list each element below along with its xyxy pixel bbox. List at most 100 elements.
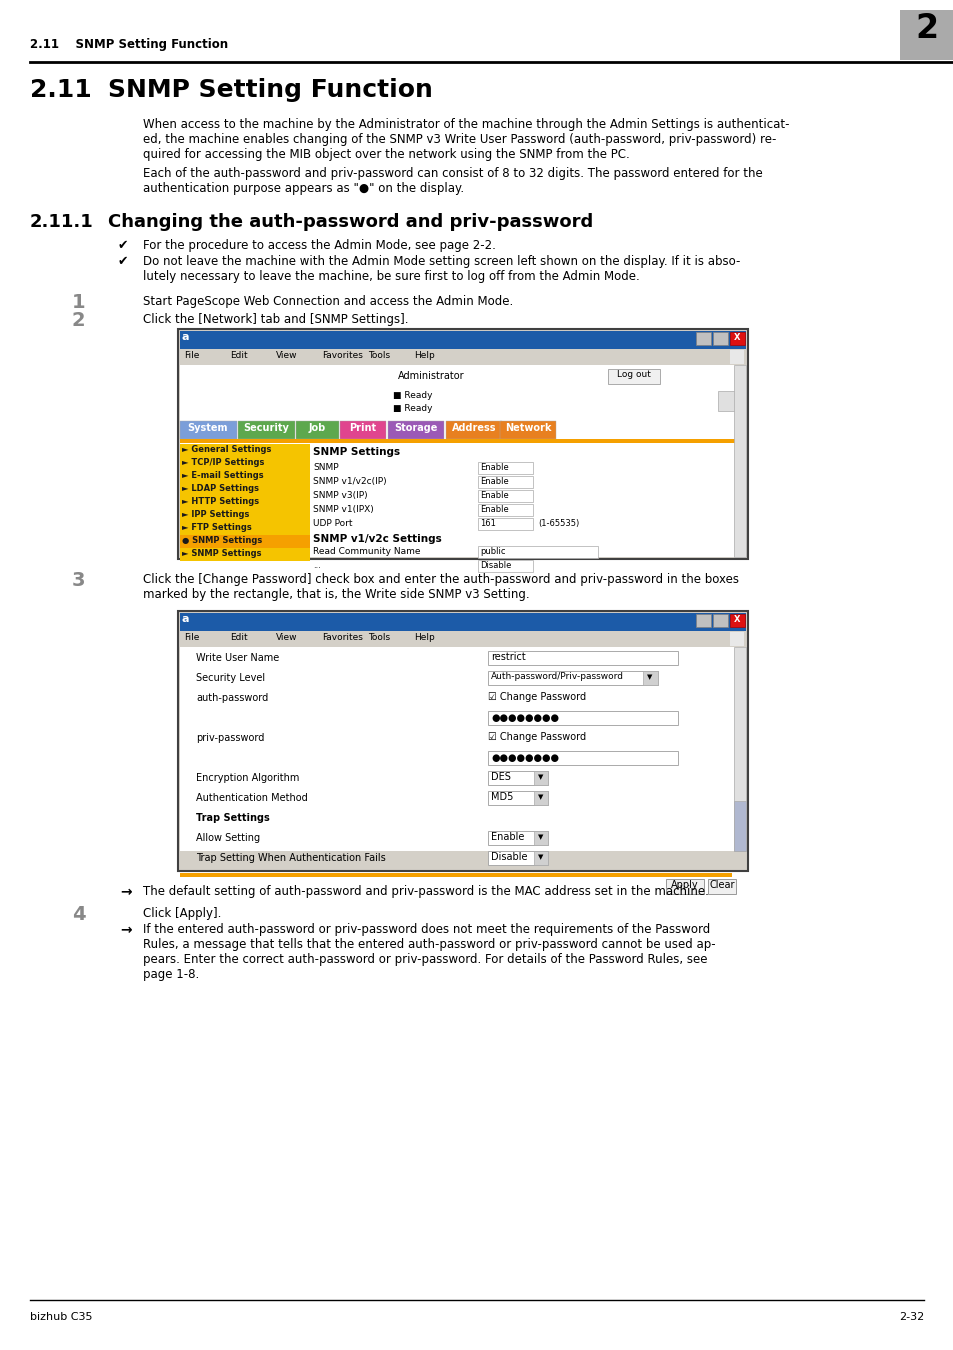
- Text: lutely necessary to leave the machine, be sure first to log off from the Admin M: lutely necessary to leave the machine, b…: [143, 270, 639, 284]
- Text: 1: 1: [71, 293, 86, 312]
- Text: (1-65535): (1-65535): [537, 518, 578, 528]
- Bar: [180, 470, 310, 483]
- Bar: [707, 879, 735, 894]
- Text: ☑ Change Password: ☑ Change Password: [488, 732, 585, 742]
- Bar: [180, 364, 745, 558]
- Bar: [180, 632, 745, 647]
- Text: SNMP v1(IPX): SNMP v1(IPX): [313, 505, 374, 514]
- Bar: [534, 832, 547, 845]
- Bar: [477, 504, 533, 516]
- Text: ▼: ▼: [537, 794, 543, 801]
- Text: 3: 3: [71, 571, 86, 590]
- Text: Disable: Disable: [491, 852, 527, 863]
- Bar: [729, 632, 743, 647]
- Text: pears. Enter the correct auth-password or priv-password. For details of the Pass: pears. Enter the correct auth-password o…: [143, 953, 707, 967]
- Text: Enable: Enable: [479, 491, 508, 500]
- Text: Edit: Edit: [230, 633, 248, 643]
- Text: Security Level: Security Level: [195, 674, 265, 683]
- Bar: [729, 614, 744, 626]
- Text: Tools: Tools: [368, 351, 390, 360]
- Text: View: View: [275, 633, 297, 643]
- Text: ▼: ▼: [537, 855, 543, 860]
- Text: Administrator: Administrator: [397, 371, 464, 381]
- Bar: [180, 535, 310, 548]
- Bar: [477, 490, 533, 502]
- Text: Write User Name: Write User Name: [195, 653, 279, 663]
- Bar: [180, 873, 731, 878]
- Bar: [180, 522, 310, 535]
- Text: a: a: [182, 614, 190, 624]
- Text: For the procedure to access the Admin Mode, see page 2-2.: For the procedure to access the Admin Mo…: [143, 239, 496, 252]
- Bar: [488, 671, 658, 684]
- Text: Apply: Apply: [671, 880, 699, 890]
- Text: 161: 161: [479, 518, 496, 528]
- Text: SNMP v3(IP): SNMP v3(IP): [313, 491, 367, 500]
- Text: Enable: Enable: [479, 505, 508, 514]
- Bar: [477, 462, 533, 474]
- Bar: [180, 548, 310, 562]
- Text: Read Community Name: Read Community Name: [313, 547, 420, 556]
- Text: MD5: MD5: [491, 792, 513, 802]
- Bar: [477, 518, 533, 531]
- Bar: [237, 421, 294, 439]
- Text: 2.11    SNMP Setting Function: 2.11 SNMP Setting Function: [30, 38, 228, 51]
- Text: Enable: Enable: [479, 477, 508, 486]
- Text: When access to the machine by the Administrator of the machine through the Admin: When access to the machine by the Admini…: [143, 117, 789, 131]
- Bar: [477, 545, 598, 558]
- Text: The default setting of auth-password and priv-password is the MAC address set in: The default setting of auth-password and…: [143, 886, 708, 898]
- Bar: [178, 329, 747, 559]
- Text: 2.11.1: 2.11.1: [30, 213, 93, 231]
- Bar: [180, 421, 236, 439]
- Bar: [733, 801, 745, 850]
- Text: ☑ Change Password: ☑ Change Password: [488, 693, 585, 702]
- Bar: [180, 647, 745, 850]
- Text: Click [Apply].: Click [Apply].: [143, 907, 221, 919]
- Bar: [488, 751, 678, 765]
- Text: Changing the auth-password and priv-password: Changing the auth-password and priv-pass…: [108, 213, 593, 231]
- Text: SNMP Settings: SNMP Settings: [313, 447, 399, 458]
- Text: File: File: [184, 633, 199, 643]
- Text: X: X: [733, 616, 740, 624]
- Bar: [180, 613, 745, 630]
- Text: quired for accessing the MIB object over the network using the SNMP from the PC.: quired for accessing the MIB object over…: [143, 148, 629, 161]
- Bar: [339, 421, 386, 439]
- Text: Rules, a message that tells that the entered auth-password or priv-password cann: Rules, a message that tells that the ent…: [143, 938, 715, 950]
- Text: Each of the auth-password and priv-password can consist of 8 to 32 digits. The p: Each of the auth-password and priv-passw…: [143, 167, 762, 180]
- Text: ▼: ▼: [647, 674, 652, 680]
- Bar: [642, 671, 658, 684]
- Text: ► E-mail Settings: ► E-mail Settings: [182, 471, 263, 481]
- Text: marked by the rectangle, that is, the Write side SNMP v3 Setting.: marked by the rectangle, that is, the Wr…: [143, 589, 529, 601]
- Bar: [696, 614, 710, 626]
- Text: ✔: ✔: [118, 239, 129, 252]
- Bar: [499, 421, 556, 439]
- Text: 2.11: 2.11: [30, 78, 91, 103]
- Text: UDP Port: UDP Port: [313, 518, 352, 528]
- Text: Auth-password/Priv-password: Auth-password/Priv-password: [491, 672, 623, 680]
- Text: public: public: [479, 547, 505, 556]
- Text: ► TCP/IP Settings: ► TCP/IP Settings: [182, 458, 264, 467]
- Text: ...: ...: [313, 562, 320, 570]
- Text: a: a: [182, 332, 190, 342]
- Bar: [180, 439, 745, 443]
- Bar: [180, 495, 310, 509]
- Text: ► HTTP Settings: ► HTTP Settings: [182, 497, 259, 506]
- Text: Click the [Network] tab and [SNMP Settings].: Click the [Network] tab and [SNMP Settin…: [143, 313, 408, 325]
- Text: Trap Settings: Trap Settings: [195, 813, 270, 823]
- Text: Edit: Edit: [230, 351, 248, 360]
- Text: ●●●●●●●●: ●●●●●●●●: [491, 753, 558, 763]
- Text: Favorites: Favorites: [322, 351, 362, 360]
- Bar: [607, 369, 659, 383]
- Bar: [180, 509, 310, 522]
- Bar: [178, 612, 747, 871]
- Text: Click the [Change Password] check box and enter the auth-password and priv-passw: Click the [Change Password] check box an…: [143, 572, 739, 586]
- Text: Trap Setting When Authentication Fails: Trap Setting When Authentication Fails: [195, 853, 385, 863]
- Bar: [696, 332, 710, 346]
- Bar: [534, 771, 547, 784]
- Text: restrict: restrict: [491, 652, 525, 662]
- Text: Tools: Tools: [368, 633, 390, 643]
- Text: 2: 2: [915, 12, 938, 45]
- Text: Clear: Clear: [708, 880, 734, 890]
- Text: X: X: [733, 333, 740, 342]
- Text: ► SNMP Settings: ► SNMP Settings: [182, 549, 261, 558]
- Text: If the entered auth-password or priv-password does not meet the requirements of : If the entered auth-password or priv-pas…: [143, 923, 709, 936]
